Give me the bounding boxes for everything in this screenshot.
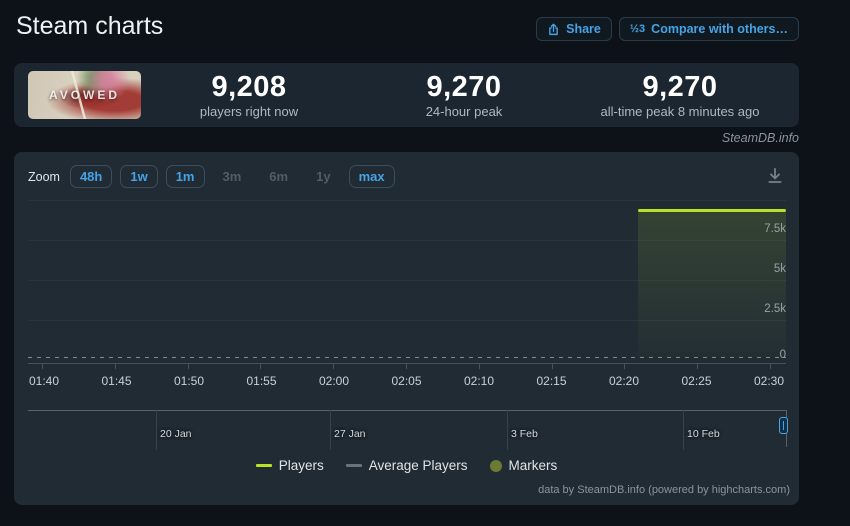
x-axis-ticks <box>42 364 771 369</box>
stat-value: 9,270 <box>426 71 502 103</box>
y-axis-label: 5k <box>773 263 786 275</box>
legend-label: Average Players <box>368 458 468 473</box>
gridline <box>28 200 786 201</box>
stat-24h-peak: 9,270 24-hour peak <box>426 72 503 119</box>
legend-label: Players <box>278 458 324 473</box>
zoom-button-1w[interactable]: 1w <box>120 165 158 188</box>
compare-button[interactable]: ½3 Compare with others… <box>618 17 799 41</box>
share-icon <box>547 23 560 36</box>
navigator-date-label: 10 Feb <box>687 428 720 440</box>
gridline <box>28 280 786 281</box>
compare-icon: ½3 <box>629 22 646 35</box>
legend-item-markers[interactable]: Markers <box>489 458 558 473</box>
x-axis-label: 02:25 <box>681 374 712 388</box>
download-chart-button[interactable] <box>764 165 786 187</box>
navigator-gridline <box>507 410 508 450</box>
steamdb-watermark: SteamDB.info <box>721 131 799 145</box>
players-area-fill <box>638 211 786 357</box>
x-axis-label: 02:10 <box>463 374 495 388</box>
gridline <box>28 240 786 241</box>
x-axis-label: 02:30 <box>753 374 785 388</box>
stat-value: 9,270 <box>642 71 718 103</box>
navigator-date-label: 27 Jan <box>334 428 366 440</box>
navigator-gridline <box>330 410 331 450</box>
players-line-swatch <box>255 464 272 467</box>
game-thumbnail-title: AVOWED <box>48 88 121 102</box>
x-axis-label: 01:45 <box>101 374 132 388</box>
share-button[interactable]: Share <box>536 17 612 41</box>
header-actions: Share ½3 Compare with others… <box>536 17 799 41</box>
stat-players-now: 9,208 players right now <box>200 72 298 119</box>
y-axis-label: 0 <box>779 349 786 361</box>
markers-circle-swatch <box>489 459 502 472</box>
zoom-label: Zoom <box>28 169 60 184</box>
average-players-line-swatch <box>345 464 362 467</box>
legend-item-players[interactable]: Players <box>255 458 324 473</box>
navigator-date-label: 3 Feb <box>511 428 538 440</box>
players-series-line <box>638 209 786 212</box>
zoom-button-1y: 1y <box>306 165 340 188</box>
x-axis-labels: 01:40 01:45 01:50 01:55 02:00 02:05 02:1… <box>25 374 788 388</box>
chart-legend: Players Average Players Markers <box>14 458 799 473</box>
stat-value: 9,208 <box>211 71 287 103</box>
download-icon <box>764 165 786 187</box>
zero-gridline <box>28 357 786 358</box>
game-thumbnail[interactable]: AVOWED <box>28 71 141 119</box>
x-axis-label: 01:40 <box>28 374 60 388</box>
x-axis-label: 02:15 <box>536 374 567 388</box>
share-button-label: Share <box>566 22 601 36</box>
chart-credits-link[interactable]: data by SteamDB.info (powered by highcha… <box>538 484 790 496</box>
x-axis-line <box>28 363 786 364</box>
x-axis-label: 01:55 <box>246 374 277 388</box>
x-axis-label: 01:50 <box>173 374 205 388</box>
zoom-toolbar: Zoom 48h 1w 1m 3m 6m 1y max <box>28 165 403 188</box>
chart-panel: Zoom 48h 1w 1m 3m 6m 1y max 7.5k 5k 2.5k… <box>14 152 799 505</box>
zoom-button-1m[interactable]: 1m <box>165 165 205 188</box>
navigator-gridline <box>683 410 684 450</box>
zoom-button-48h[interactable]: 48h <box>69 165 113 188</box>
zoom-button-6m: 6m <box>259 165 298 188</box>
navigator-date-label: 20 Jan <box>160 428 192 440</box>
page-title: Steam charts <box>16 12 164 40</box>
x-axis-label: 02:05 <box>391 374 422 388</box>
navigator-gridline <box>156 410 157 450</box>
zoom-button-max[interactable]: max <box>348 165 395 188</box>
zoom-button-3m: 3m <box>213 165 252 188</box>
x-axis-label: 02:20 <box>608 374 640 388</box>
stat-label: all-time peak 8 minutes ago <box>600 104 760 119</box>
gridline <box>28 320 786 321</box>
navigator-outline-top[interactable] <box>28 410 786 411</box>
stat-alltime-peak: 9,270 all-time peak 8 minutes ago <box>601 72 760 119</box>
stat-label: 24-hour peak <box>425 104 503 119</box>
navigator-handle[interactable] <box>779 417 788 434</box>
y-axis-label: 2.5k <box>764 303 786 315</box>
legend-item-average-players[interactable]: Average Players <box>345 458 468 473</box>
compare-button-label: Compare with others… <box>651 22 788 36</box>
stat-label: players right now <box>199 104 299 119</box>
stats-bar: AVOWED 9,208 players right now 9,270 24-… <box>14 63 799 127</box>
y-axis-label: 7.5k <box>764 223 786 235</box>
legend-label: Markers <box>508 458 558 473</box>
x-axis-label: 02:00 <box>318 374 350 388</box>
